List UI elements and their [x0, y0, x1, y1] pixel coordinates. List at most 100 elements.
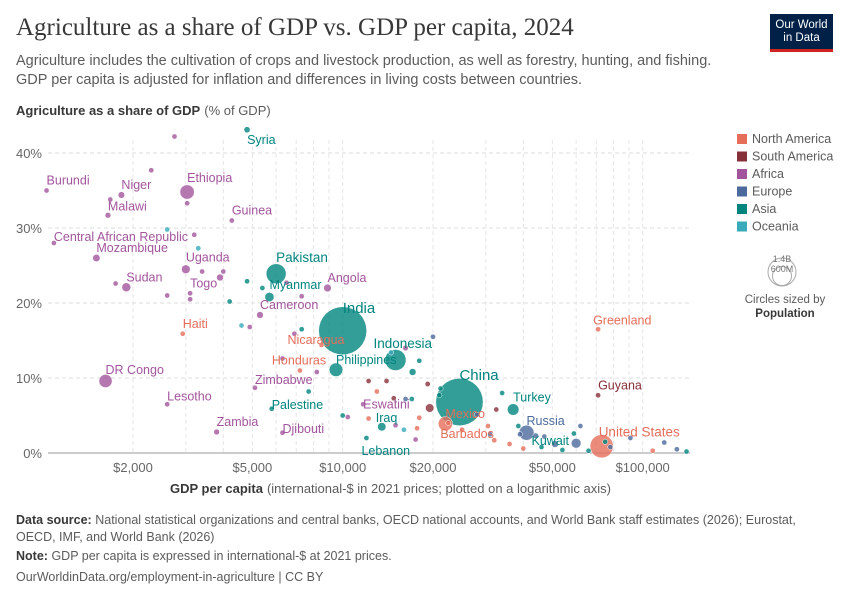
data-point-ethiopia[interactable]	[179, 184, 195, 200]
data-point[interactable]	[551, 440, 559, 448]
data-point-philippines[interactable]	[328, 362, 344, 377]
data-point-uganda[interactable]	[181, 264, 191, 274]
data-point[interactable]	[388, 349, 394, 356]
data-point[interactable]	[506, 441, 513, 447]
data-point-eswatini[interactable]	[360, 401, 366, 408]
data-point[interactable]	[259, 285, 266, 291]
legend-item[interactable]: South America	[752, 150, 833, 164]
data-point[interactable]	[199, 268, 205, 275]
data-point-china[interactable]	[435, 378, 484, 426]
data-point[interactable]	[226, 298, 233, 305]
data-point[interactable]	[649, 447, 656, 454]
data-point[interactable]	[279, 355, 286, 362]
data-point-turkey[interactable]	[507, 403, 520, 416]
data-point[interactable]	[246, 324, 253, 330]
data-point-honduras[interactable]	[297, 367, 303, 374]
data-point[interactable]	[577, 423, 584, 429]
data-point[interactable]	[195, 245, 202, 252]
legend-item[interactable]: Asia	[752, 202, 776, 216]
data-point[interactable]	[473, 411, 480, 418]
data-point[interactable]	[191, 231, 198, 238]
data-point[interactable]	[414, 425, 420, 432]
data-point[interactable]	[424, 381, 431, 387]
data-point[interactable]	[661, 439, 668, 446]
data-point-myanmar[interactable]	[264, 292, 275, 302]
data-point[interactable]	[365, 415, 372, 422]
data-point[interactable]	[683, 448, 690, 455]
data-point-niger[interactable]	[117, 191, 125, 199]
legend-item[interactable]: North America	[752, 132, 831, 146]
data-point-djibouti[interactable]	[279, 429, 286, 436]
data-point-india[interactable]	[318, 306, 367, 355]
data-point[interactable]	[517, 431, 523, 438]
data-point[interactable]	[291, 330, 298, 337]
data-point[interactable]	[392, 422, 399, 429]
data-point-malawi[interactable]	[104, 212, 112, 219]
data-point[interactable]	[339, 412, 346, 419]
data-point-central-african-republic[interactable]	[51, 240, 57, 246]
data-point[interactable]	[244, 278, 250, 285]
data-point[interactable]	[674, 446, 680, 453]
data-point[interactable]	[425, 403, 435, 413]
data-point-guyana[interactable]	[595, 392, 601, 399]
data-point[interactable]	[401, 426, 407, 433]
data-point[interactable]	[184, 200, 190, 207]
data-point-burundi[interactable]	[43, 187, 50, 194]
data-point[interactable]	[437, 385, 444, 392]
data-point[interactable]	[430, 333, 436, 340]
data-point-sudan[interactable]	[121, 282, 132, 292]
data-point-pakistan[interactable]	[265, 263, 287, 284]
data-point[interactable]	[436, 392, 443, 399]
data-point[interactable]	[515, 423, 522, 429]
data-point-kuwait[interactable]	[538, 444, 545, 450]
data-point-syria[interactable]	[243, 126, 251, 134]
data-point-nicaragua[interactable]	[318, 342, 325, 348]
data-point[interactable]	[112, 280, 119, 287]
data-point[interactable]	[402, 396, 409, 402]
data-point[interactable]	[459, 426, 465, 433]
data-point-cameroon[interactable]	[256, 311, 264, 319]
data-point[interactable]	[607, 444, 614, 450]
data-point[interactable]	[485, 423, 491, 429]
data-point-guinea[interactable]	[228, 217, 235, 224]
data-point-iraq[interactable]	[377, 422, 387, 432]
data-point[interactable]	[541, 433, 548, 440]
data-point[interactable]	[520, 445, 527, 452]
data-point[interactable]	[602, 438, 609, 445]
data-point[interactable]	[412, 436, 419, 443]
data-point-palestine[interactable]	[268, 405, 275, 412]
data-point[interactable]	[283, 279, 290, 286]
data-point-mexico[interactable]	[437, 416, 453, 432]
data-point[interactable]	[571, 430, 577, 437]
data-point[interactable]	[408, 368, 417, 376]
data-point-lebanon[interactable]	[363, 435, 370, 441]
data-point[interactable]	[344, 414, 351, 420]
data-point[interactable]	[313, 369, 320, 375]
data-point[interactable]	[532, 432, 539, 439]
data-point[interactable]	[402, 344, 409, 352]
data-point[interactable]	[216, 273, 224, 282]
data-point[interactable]	[416, 357, 423, 364]
data-point[interactable]	[374, 388, 380, 395]
data-point[interactable]	[390, 395, 397, 402]
legend-item[interactable]: Oceania	[752, 220, 799, 234]
data-point[interactable]	[365, 378, 372, 384]
data-point[interactable]	[499, 390, 505, 396]
data-point-barbados[interactable]	[445, 420, 452, 426]
data-point[interactable]	[298, 293, 305, 300]
data-point-zambia[interactable]	[213, 428, 220, 436]
data-point[interactable]	[187, 296, 193, 303]
data-point[interactable]	[487, 431, 493, 438]
data-point[interactable]	[171, 133, 178, 140]
data-point[interactable]	[238, 322, 245, 329]
data-point[interactable]	[493, 406, 500, 413]
data-point-zimbabwe[interactable]	[252, 384, 258, 391]
data-point-mozambique[interactable]	[92, 254, 101, 262]
data-point[interactable]	[148, 167, 155, 174]
data-point[interactable]	[220, 268, 227, 275]
data-point[interactable]	[107, 196, 114, 203]
source-url[interactable]: OurWorldinData.org/employment-in-agricul…	[16, 570, 324, 584]
data-point-lesotho[interactable]	[164, 401, 171, 408]
data-point[interactable]	[298, 326, 305, 333]
data-point[interactable]	[585, 447, 592, 454]
